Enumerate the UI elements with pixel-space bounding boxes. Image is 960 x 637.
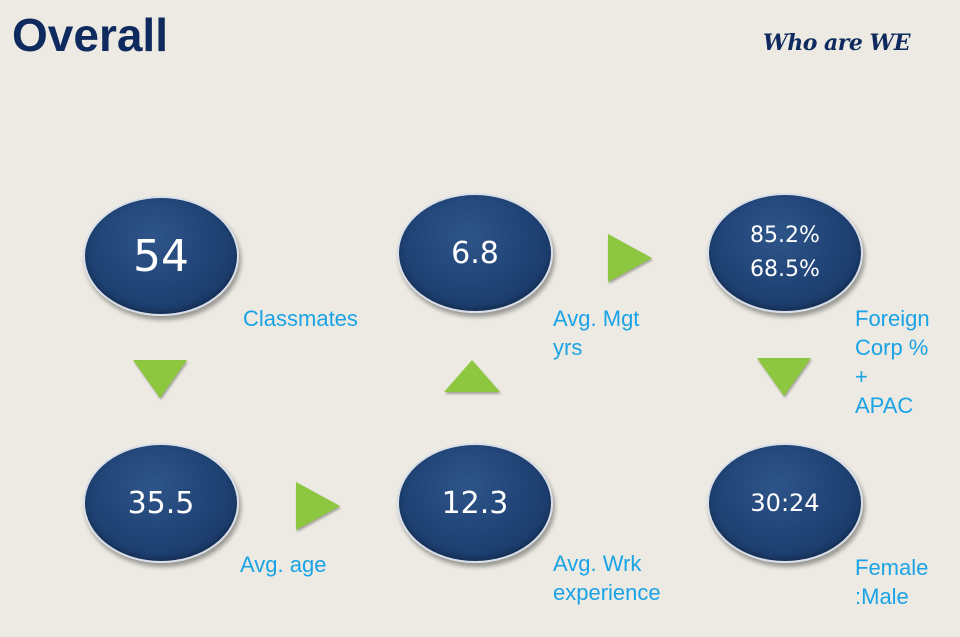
stat-label-classmates: Classmates bbox=[243, 306, 358, 331]
page-title: Overall bbox=[12, 9, 168, 61]
label-line: Corp % bbox=[855, 335, 929, 360]
stat-circle-work-exp: 12.3 bbox=[397, 443, 553, 563]
stat-circle-mgt-yrs: 6.8 bbox=[397, 193, 553, 313]
stat-label-age: Avg. age bbox=[240, 552, 327, 577]
label-line: Avg. Wrk bbox=[553, 551, 642, 576]
tagline: Who are WE bbox=[763, 30, 911, 56]
stat-value: 54 bbox=[133, 230, 189, 282]
arrow-down-icon bbox=[133, 360, 187, 398]
stat-circle-age: 35.5 bbox=[83, 443, 239, 563]
arrow-right-icon bbox=[296, 482, 340, 530]
stat-value: 12.3 bbox=[441, 485, 509, 521]
stat-label-work-exp: Avg. Wrk experience bbox=[553, 549, 661, 607]
label-line: :Male bbox=[855, 584, 909, 609]
stat-label-foreign: Foreign Corp % + APAC bbox=[855, 304, 930, 420]
stat-circle-gender: 30:24 bbox=[707, 443, 863, 563]
stat-circle-foreign: 85.2% 68.5% bbox=[707, 193, 863, 313]
label-line: Avg. Mgt bbox=[553, 306, 640, 331]
arrow-right-icon bbox=[608, 234, 652, 282]
label-line: yrs bbox=[553, 335, 583, 360]
arrow-down-icon bbox=[757, 358, 811, 396]
stat-value: 85.2% bbox=[750, 223, 820, 248]
stat-value: 30:24 bbox=[750, 489, 820, 517]
label-line: APAC bbox=[855, 393, 914, 418]
stat-value: 68.5% bbox=[750, 257, 820, 282]
label-line: + bbox=[855, 364, 868, 389]
stat-label-mgt-yrs: Avg. Mgt yrs bbox=[553, 304, 639, 362]
label-line: Foreign bbox=[855, 306, 930, 331]
arrow-up-icon bbox=[444, 360, 500, 392]
label-line: Female bbox=[855, 555, 929, 580]
stat-label-gender: Female :Male bbox=[855, 553, 928, 611]
stat-value: 6.8 bbox=[451, 235, 499, 271]
stat-value: 35.5 bbox=[127, 485, 195, 521]
label-line: experience bbox=[553, 580, 661, 605]
stat-circle-classmates: 54 bbox=[83, 196, 239, 316]
